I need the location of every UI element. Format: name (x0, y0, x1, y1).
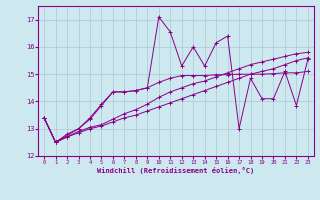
X-axis label: Windchill (Refroidissement éolien,°C): Windchill (Refroidissement éolien,°C) (97, 167, 255, 174)
